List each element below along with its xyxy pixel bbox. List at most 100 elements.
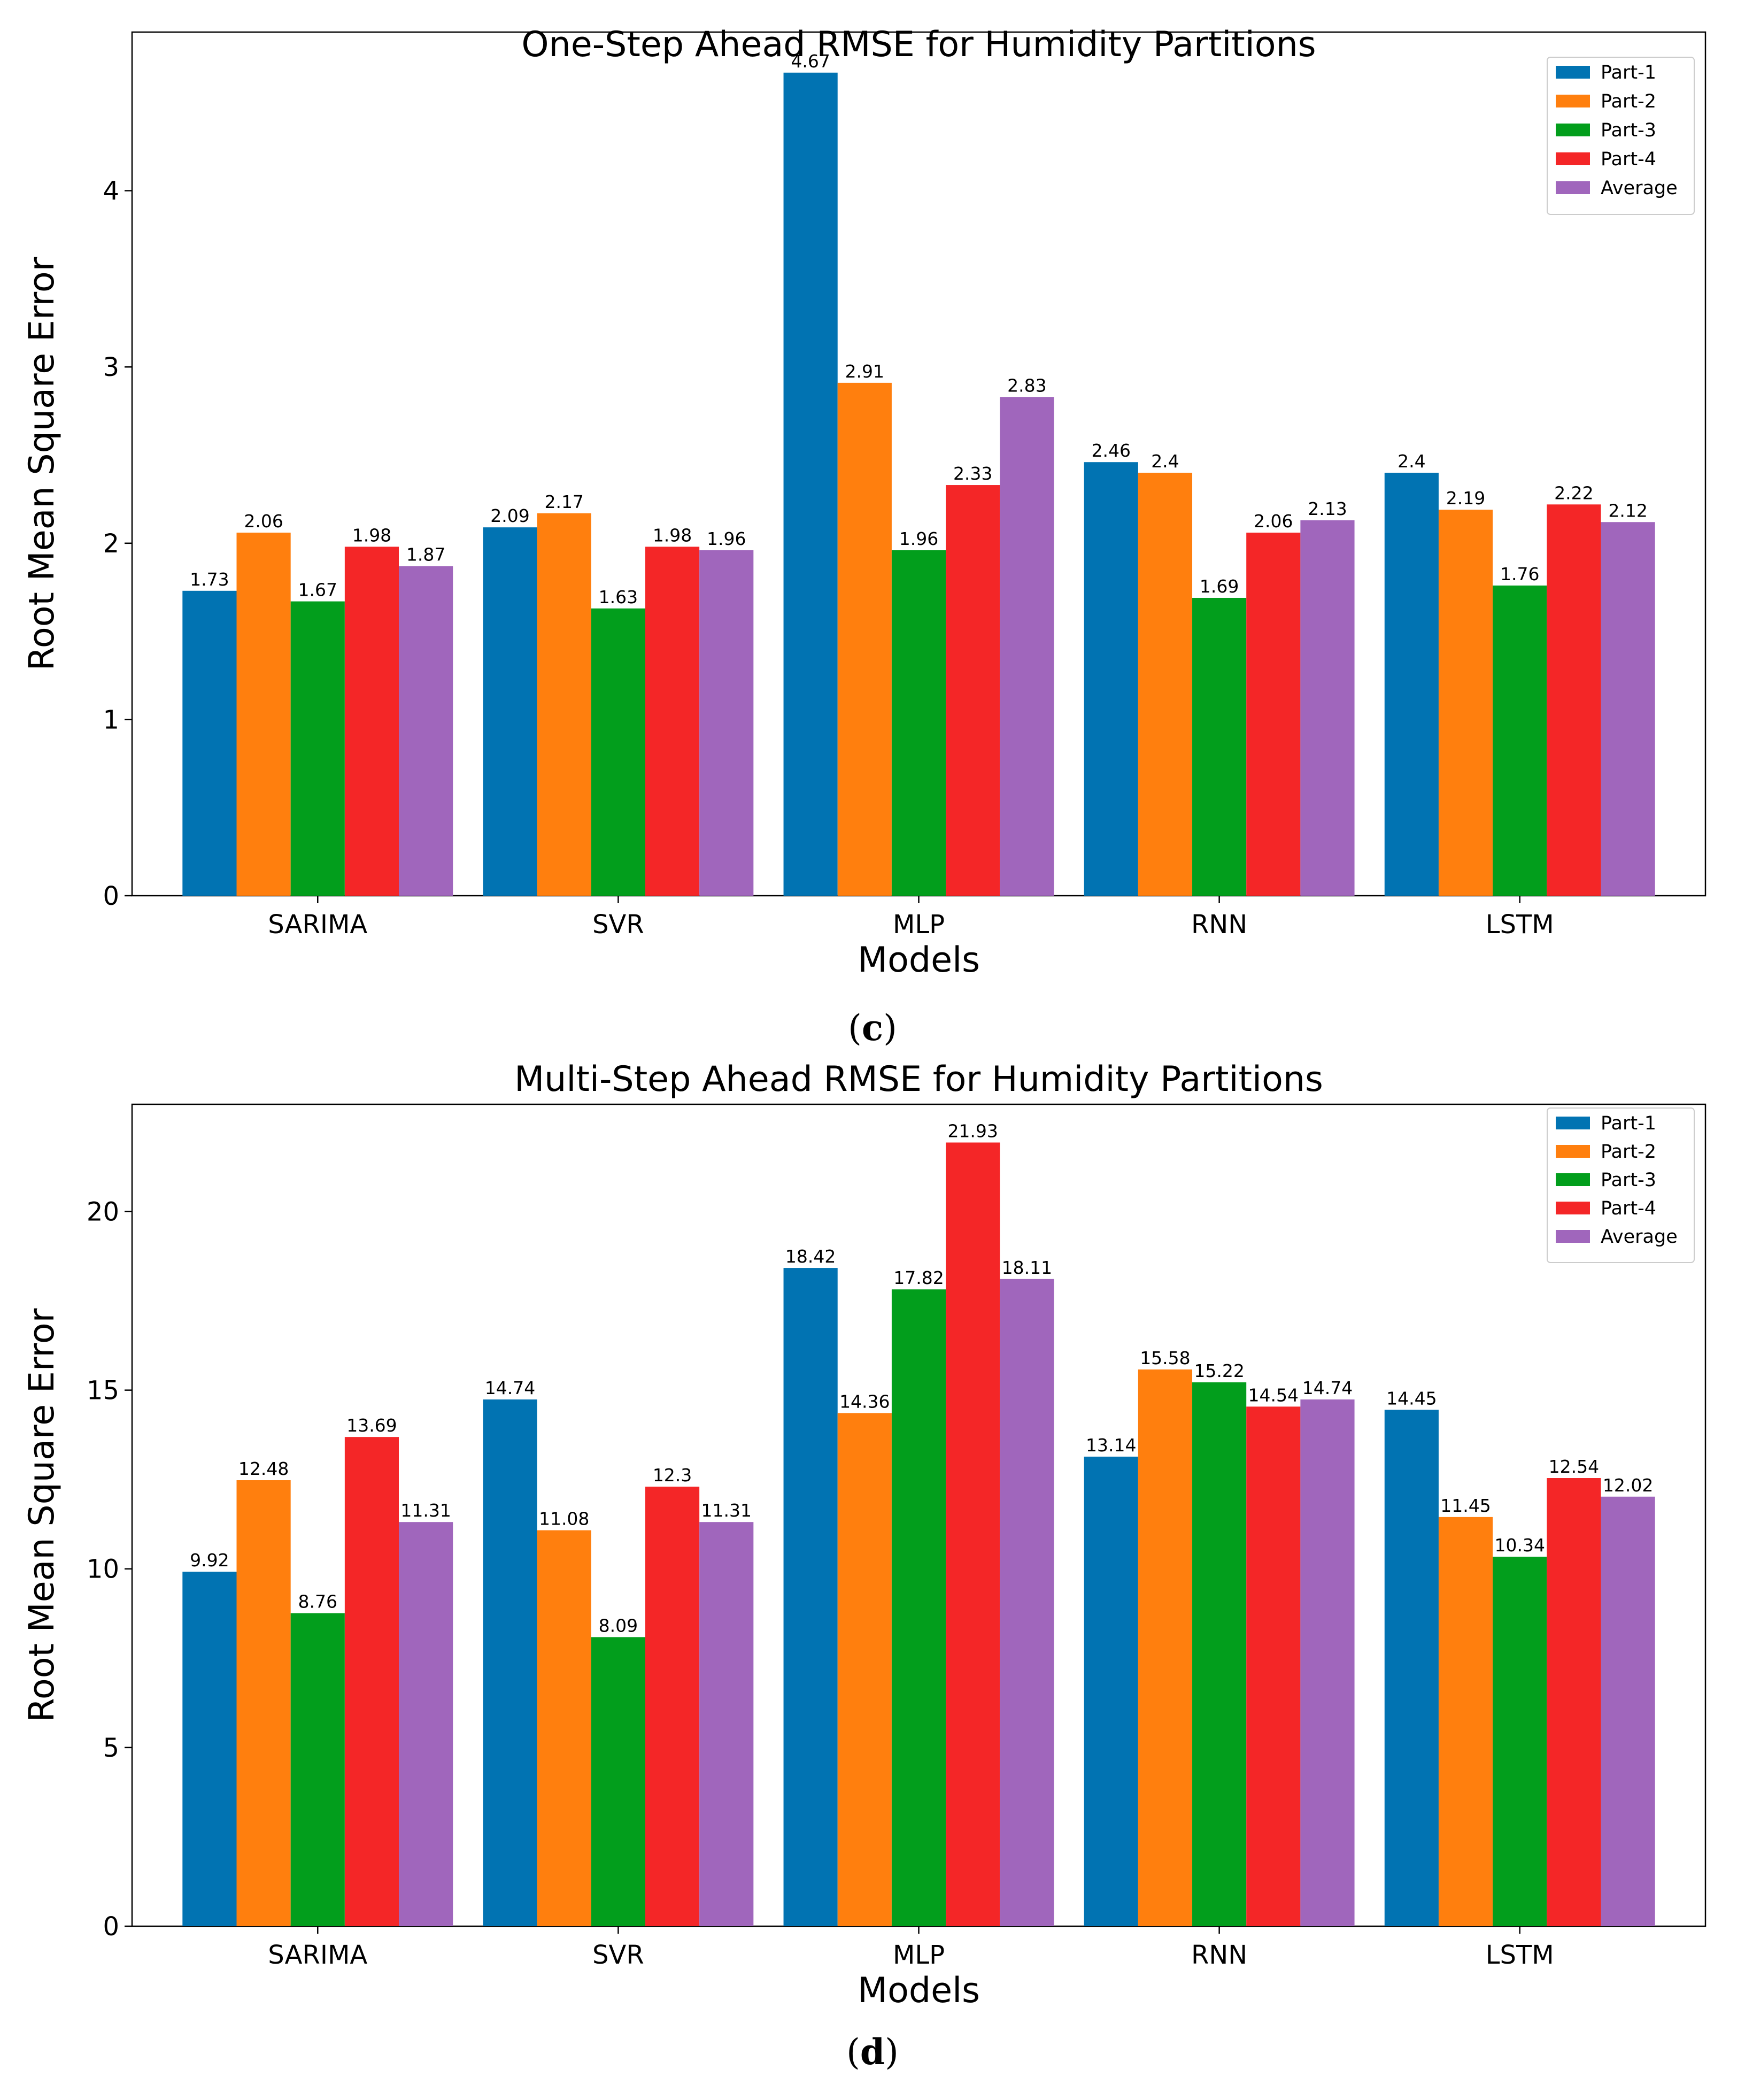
bar-lstm-average [1601,1496,1655,1926]
bar-rnn-average [1300,1399,1355,1926]
caption-close: ) [883,1007,897,1049]
bar-value-label: 2.19 [1446,488,1485,509]
bar-value-label: 21.93 [947,1121,998,1142]
bar-mlp-part-1 [783,1268,838,1926]
chart-title: Multi-Step Ahead RMSE for Humidity Parti… [514,1059,1323,1099]
bar-value-label: 2.09 [490,505,529,526]
bar-value-label: 14.45 [1386,1388,1437,1409]
caption-open: ( [846,2032,860,2073]
bar-value-label: 2.06 [244,511,283,532]
bar-lstm-part-1 [1384,472,1439,896]
bar-value-label: 1.98 [352,525,391,545]
legend-swatch-average [1556,181,1590,194]
bar-mlp-average [1000,1279,1054,1926]
bar-value-label: 8.76 [298,1591,337,1612]
x-tick-label-lstm: LSTM [1486,910,1554,940]
y-tick-label: 4 [103,176,119,206]
bar-value-label: 11.31 [701,1500,752,1521]
bar-value-label: 2.13 [1308,498,1347,519]
bar-value-label: 12.02 [1603,1475,1653,1496]
legend-label-part-1: Part-1 [1601,62,1656,83]
legend-swatch-part-3 [1556,1173,1590,1186]
bar-value-label: 11.31 [400,1500,451,1521]
y-tick-label: 3 [103,352,119,382]
legend-swatch-part-3 [1556,124,1590,136]
bar-value-label: 1.96 [707,528,746,549]
bar-value-label: 14.54 [1248,1384,1299,1405]
y-tick-label: 5 [103,1733,119,1763]
x-tick-label-svr: SVR [592,1940,644,1970]
bar-svr-part-3 [591,608,645,896]
bar-lstm-part-4 [1547,1478,1601,1926]
bar-svr-part-2 [537,513,591,896]
bar-value-label: 15.58 [1140,1348,1190,1368]
bar-sarima-part-4 [344,1437,399,1926]
legend-label-part-3: Part-3 [1601,1170,1656,1191]
bar-svr-part-1 [483,527,537,896]
caption-open: ( [848,1007,862,1049]
bar-value-label: 11.45 [1440,1495,1491,1516]
bar-value-label: 13.69 [346,1415,397,1436]
x-tick-label-rnn: RNN [1191,910,1247,940]
bar-mlp-part-1 [783,72,838,896]
x-tick-label-mlp: MLP [893,1940,945,1970]
bar-value-label: 1.96 [899,528,938,549]
bar-value-label: 17.82 [893,1267,944,1288]
bar-svr-average [699,1522,754,1926]
bar-value-label: 1.63 [599,587,638,607]
bar-svr-part-3 [591,1637,645,1926]
bar-sarima-part-3 [290,601,345,896]
y-tick-label: 1 [103,705,119,735]
y-axis-label: Root Mean Square Error [22,257,62,671]
bar-value-label: 10.34 [1494,1535,1545,1556]
legend-label-part-4: Part-4 [1601,1198,1656,1219]
bar-value-label: 1.67 [298,580,337,601]
bar-value-label: 2.12 [1608,500,1647,521]
bar-svr-part-2 [537,1530,591,1926]
bar-mlp-average [1000,397,1054,896]
bar-rnn-part-1 [1084,1456,1138,1926]
chart-title: One-Step Ahead RMSE for Humidity Partiti… [521,25,1316,65]
bar-mlp-part-2 [837,382,892,896]
chart-one-step: One-Step Ahead RMSE for Humidity Partiti… [22,25,1707,1049]
x-tick-label-svr: SVR [592,910,644,940]
legend-swatch-part-2 [1556,1145,1590,1158]
bar-value-label: 15.22 [1194,1360,1244,1381]
bar-value-label: 14.74 [1302,1378,1353,1398]
bar-mlp-part-4 [946,485,1000,896]
bar-lstm-average [1601,522,1655,896]
y-tick-label: 2 [103,529,119,559]
bar-svr-part-4 [645,547,700,896]
y-tick-label: 20 [87,1197,119,1227]
caption-close: ) [885,2032,899,2073]
bar-value-label: 14.74 [485,1378,535,1398]
bar-rnn-part-2 [1138,1369,1193,1926]
bar-value-label: 2.4 [1397,451,1425,472]
bar-value-label: 8.09 [599,1615,638,1636]
bar-value-label: 2.22 [1554,482,1593,503]
x-tick-label-mlp: MLP [893,910,945,940]
x-tick-label-sarima: SARIMA [268,910,367,940]
legend-swatch-part-2 [1556,95,1590,107]
bar-rnn-part-3 [1192,1382,1247,1926]
legend-label-average: Average [1601,1226,1678,1248]
bar-value-label: 1.76 [1500,564,1539,584]
bar-rnn-part-1 [1084,462,1138,896]
bar-value-label: 1.98 [653,525,692,545]
legend-label-part-2: Part-2 [1601,91,1656,112]
bar-mlp-part-3 [891,550,946,896]
bar-value-label: 2.33 [953,463,992,484]
x-tick-label-rnn: RNN [1191,1940,1247,1970]
bar-value-label: 13.14 [1086,1435,1136,1456]
bar-value-label: 12.3 [653,1465,692,1486]
bar-lstm-part-3 [1493,585,1547,896]
bar-sarima-part-1 [182,1572,237,1926]
bar-lstm-part-2 [1438,1517,1493,1926]
x-tick-label-sarima: SARIMA [268,1940,367,1970]
bar-rnn-part-3 [1192,597,1247,896]
bar-rnn-average [1300,520,1355,896]
y-tick-label: 10 [87,1555,119,1584]
bar-lstm-part-4 [1547,504,1601,896]
bar-value-label: 2.06 [1254,511,1293,532]
